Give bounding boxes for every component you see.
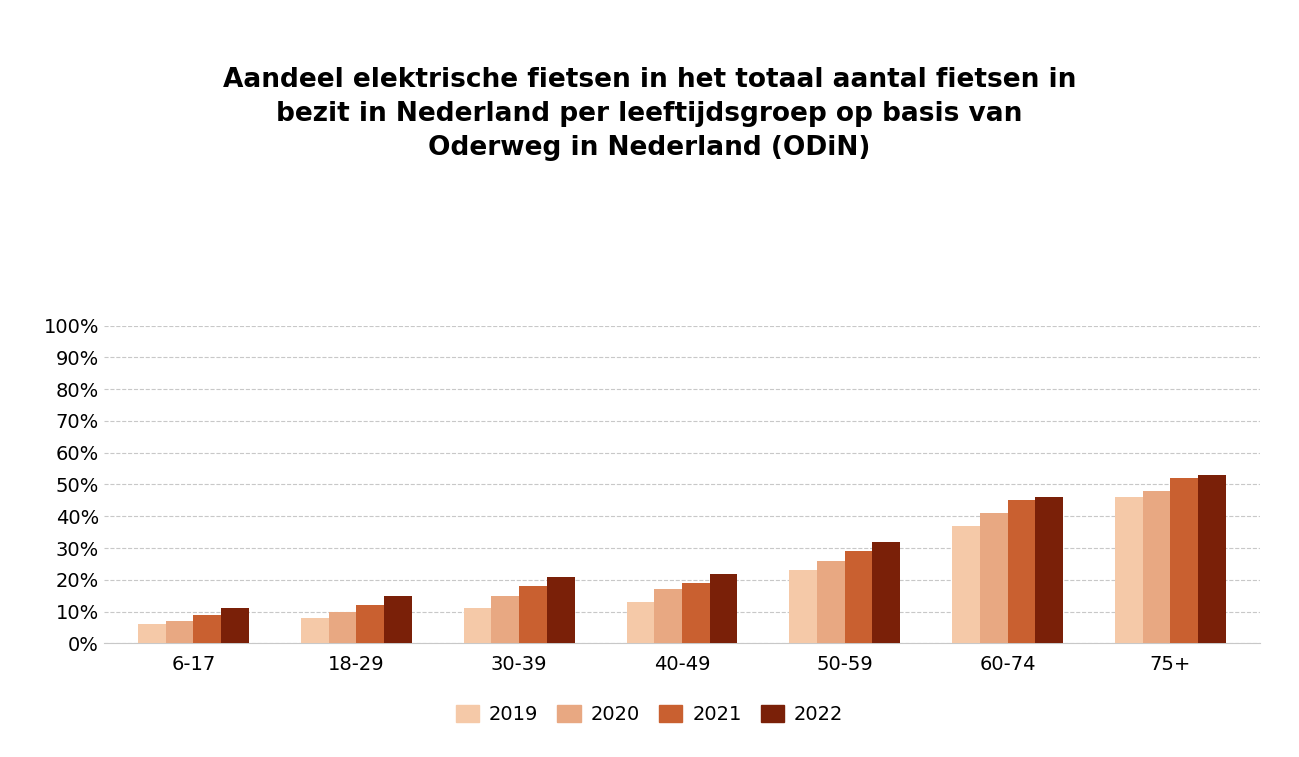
- Bar: [655, 590, 682, 643]
- Bar: [1198, 475, 1226, 643]
- Bar: [221, 609, 249, 643]
- Bar: [709, 574, 738, 643]
- Bar: [491, 596, 520, 643]
- Bar: [385, 596, 412, 643]
- Bar: [1170, 478, 1198, 643]
- Bar: [979, 513, 1008, 643]
- Text: Aandeel elektrische fietsen in het totaal aantal fietsen in
bezit in Nederland p: Aandeel elektrische fietsen in het totaa…: [223, 67, 1076, 160]
- Bar: [1115, 497, 1143, 643]
- Bar: [1143, 491, 1170, 643]
- Bar: [844, 551, 873, 643]
- Bar: [952, 526, 979, 643]
- Bar: [464, 609, 491, 643]
- Bar: [1035, 497, 1063, 643]
- Bar: [790, 570, 817, 643]
- Bar: [1008, 500, 1035, 643]
- Bar: [682, 583, 709, 643]
- Bar: [194, 615, 221, 643]
- Bar: [166, 621, 194, 643]
- Bar: [138, 625, 166, 643]
- Bar: [817, 561, 844, 643]
- Bar: [626, 602, 655, 643]
- Bar: [329, 612, 356, 643]
- Bar: [873, 542, 900, 643]
- Bar: [547, 577, 574, 643]
- Bar: [520, 586, 547, 643]
- Bar: [356, 606, 385, 643]
- Legend: 2019, 2020, 2021, 2022: 2019, 2020, 2021, 2022: [448, 697, 851, 732]
- Bar: [301, 618, 329, 643]
